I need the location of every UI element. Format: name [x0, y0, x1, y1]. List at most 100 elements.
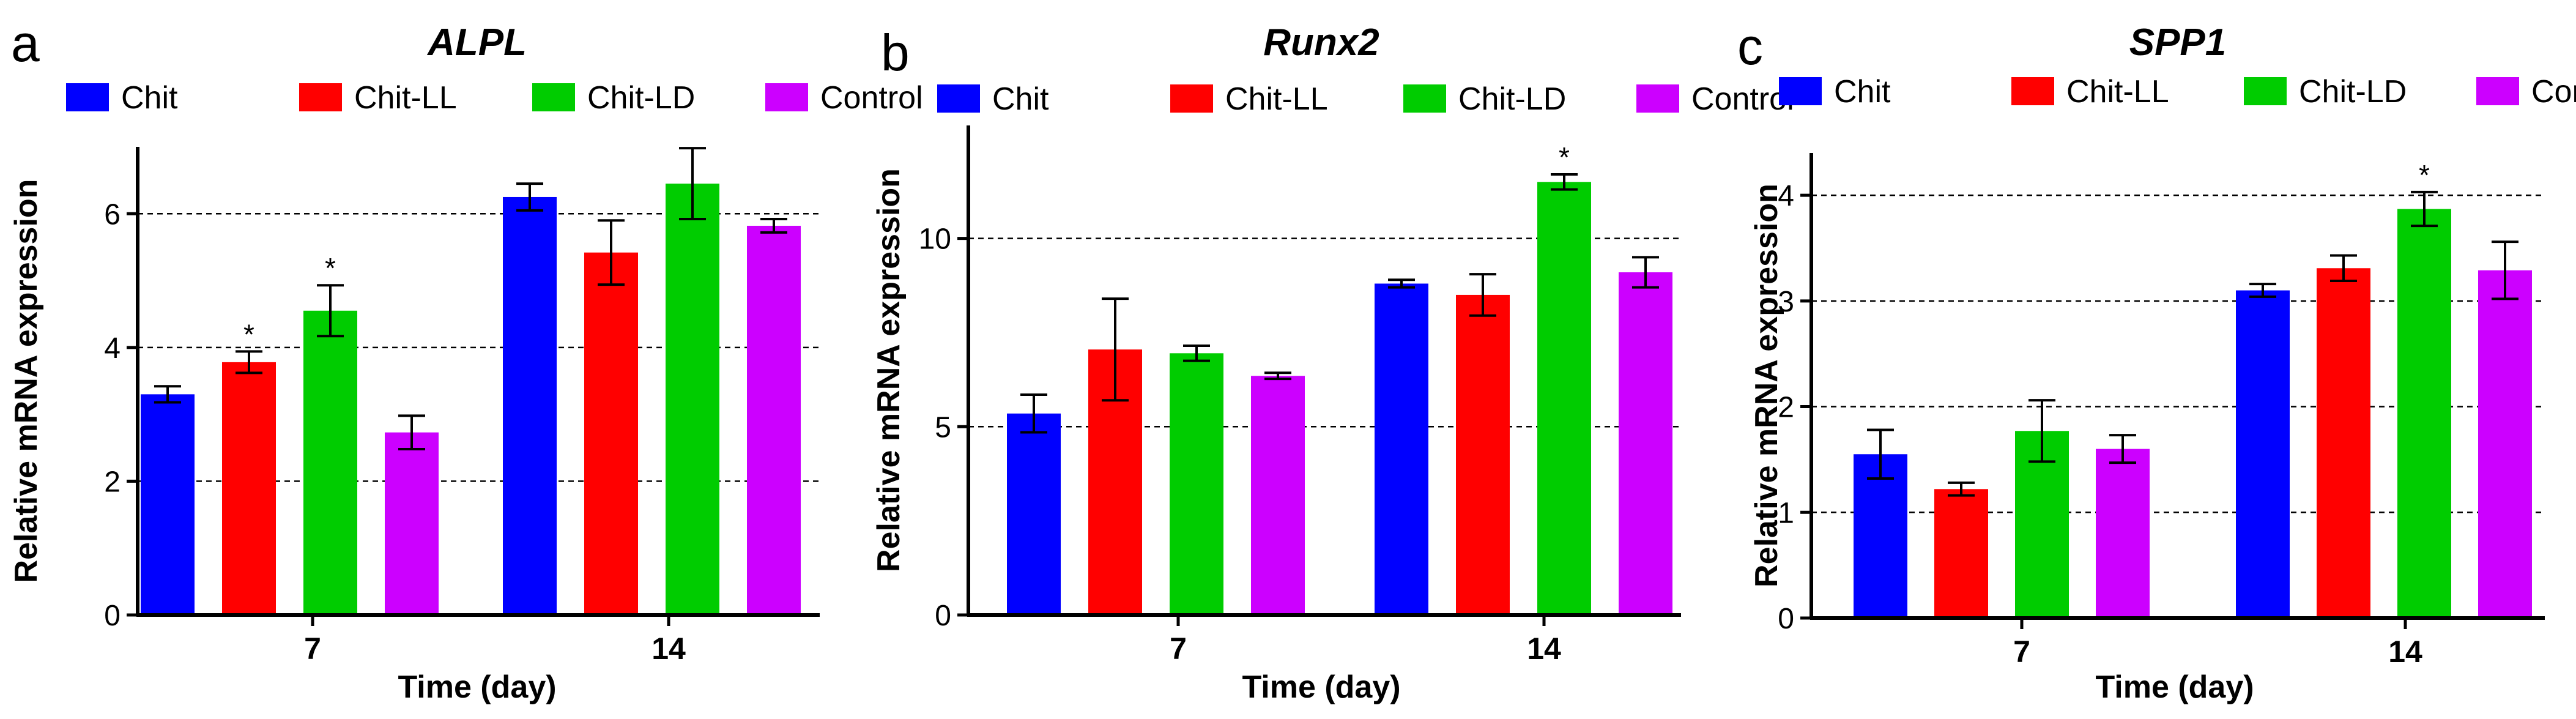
- bar-chit-ll-day7: [1934, 489, 1988, 618]
- legend-label-chit-ll: Chit-LL: [2066, 74, 2169, 110]
- y-tick-label: 4: [104, 332, 121, 365]
- error-bar-chit-ld-day14: [2411, 190, 2438, 228]
- error-bar-chit-ll-day14: [598, 219, 625, 286]
- error-bar-chit-ld-day14: [1551, 173, 1578, 191]
- y-tick-label: 0: [104, 600, 121, 632]
- legend-swatch-chit-ld: [2244, 77, 2287, 105]
- legend-label-chit: Chit: [1834, 74, 1891, 110]
- legend-label-control: Control: [1691, 81, 1794, 117]
- legend-swatch-chit-ld: [532, 83, 575, 111]
- y-axis-title: Relative mRNA expression: [1749, 184, 1784, 587]
- legend-label-chit-ll: Chit-LL: [1225, 81, 1328, 117]
- legend-swatch-chit: [937, 84, 980, 113]
- error-bar-chit-ld-day14: [679, 147, 706, 221]
- bar-chit-day7: [1007, 413, 1061, 615]
- y-tick-label: 3: [1778, 286, 1794, 318]
- legend-swatch-chit: [66, 83, 109, 111]
- x-tick-label: 7: [2013, 635, 2030, 669]
- error-bar-control-day14: [2492, 240, 2518, 300]
- legend-swatch-chit-ll: [299, 83, 342, 111]
- significance-asterisk: *: [2419, 159, 2430, 191]
- chart-panel-a: a ALPL Chit Chit-LL Chit-LD Control * * 0 2 4 6 7 14 T…: [9, 15, 923, 705]
- error-bar-chit-ld-day7: [1183, 345, 1210, 362]
- bar-chit-day7: [141, 394, 195, 615]
- legend-swatch-chit-ll: [1170, 84, 1213, 113]
- legend-swatch-chit: [1779, 77, 1822, 105]
- error-bar-chit-day14: [2249, 283, 2276, 298]
- bar-chit-ll-day14: [1456, 294, 1510, 615]
- bar-chit-ld-day7: [303, 310, 357, 615]
- significance-asterisk: *: [325, 252, 336, 284]
- panel-label: b: [881, 24, 910, 81]
- x-tick-label: 7: [304, 631, 321, 666]
- bar-chit-day14: [1375, 283, 1428, 615]
- bar-control-day7: [1251, 376, 1305, 615]
- error-bar-control-day14: [1632, 256, 1659, 289]
- chart-title: SPP1: [2129, 21, 2227, 64]
- legend-label-control: Control: [2531, 74, 2576, 110]
- error-bar-chit-day14: [1388, 278, 1415, 289]
- bar-chit-ld-day7: [1170, 353, 1223, 615]
- significance-asterisk: *: [1559, 141, 1570, 173]
- y-tick-label: 6: [104, 198, 121, 231]
- bar-chit-ll-day14: [2317, 268, 2370, 619]
- chart-panel-c: c SPP1 Chit Chit-LL Chit-LD Control * 0 1 2 3 4 7 14 T…: [1737, 18, 2576, 705]
- y-tick-label: 4: [1778, 180, 1794, 212]
- legend-label-chit: Chit: [121, 80, 178, 116]
- legend-swatch-control: [2476, 77, 2519, 105]
- legend-label-chit: Chit: [992, 81, 1049, 117]
- bar-control-day14: [747, 225, 801, 615]
- bar-control-day7: [2096, 449, 2150, 618]
- y-axis-title: Relative mRNA expression: [9, 179, 44, 583]
- legend-label-control: Control: [820, 80, 923, 116]
- error-bar-chit-ll-day14: [2330, 254, 2357, 282]
- y-tick-label: 2: [104, 466, 121, 498]
- error-bar-control-day7: [2109, 434, 2136, 464]
- legend-swatch-chit-ll: [2011, 77, 2054, 105]
- bar-chit-ld-day14: [666, 184, 719, 615]
- error-bar-chit-day7: [154, 385, 181, 404]
- y-tick-label: 2: [1778, 392, 1794, 424]
- x-tick-label: 14: [1527, 631, 1561, 666]
- error-bar-chit-ld-day7: [317, 284, 344, 338]
- legend-swatch-chit-ld: [1403, 84, 1446, 113]
- bar-chit-day14: [503, 196, 557, 615]
- error-bar-control-day7: [1264, 371, 1291, 381]
- bar-control-day14: [1619, 272, 1672, 615]
- legend-label-chit-ld: Chit-LD: [587, 80, 695, 116]
- y-tick-label: 10: [919, 223, 951, 256]
- y-tick-label: 1: [1778, 497, 1794, 529]
- error-bar-chit-day7: [1867, 428, 1894, 480]
- error-bar-chit-day7: [1020, 393, 1047, 434]
- error-bar-chit-ll-day14: [1469, 273, 1496, 317]
- bar-chit-ll-day14: [584, 252, 638, 616]
- significance-asterisk: *: [243, 318, 254, 350]
- legend-label-chit-ld: Chit-LD: [2299, 74, 2407, 110]
- legend-swatch-control: [1636, 84, 1679, 113]
- bar-chit-day14: [2236, 290, 2290, 619]
- error-bar-chit-ld-day7: [2029, 399, 2055, 463]
- bar-control-day14: [2478, 270, 2532, 618]
- y-tick-label: 5: [935, 411, 951, 444]
- error-bar-chit-ll-day7: [236, 350, 262, 374]
- y-axis-title: Relative mRNA expression: [871, 168, 907, 572]
- y-tick-label: 0: [935, 600, 951, 632]
- legend: Chit Chit-LL Chit-LD Control: [937, 81, 1794, 117]
- chart-title: ALPL: [426, 21, 527, 64]
- panel-label: a: [11, 15, 40, 72]
- panel-label: c: [1737, 18, 1763, 75]
- x-tick-label: 7: [1170, 631, 1187, 666]
- bar-chit-ld-day14: [2397, 209, 2451, 619]
- legend: Chit Chit-LL Chit-LD Control: [1779, 74, 2576, 110]
- legend: Chit Chit-LL Chit-LD Control: [66, 80, 923, 116]
- legend-label-chit-ll: Chit-LL: [354, 80, 457, 116]
- chart-title: Runx2: [1263, 21, 1379, 64]
- error-bar-chit-day14: [516, 182, 543, 212]
- x-axis-title: Time (day): [2095, 669, 2254, 705]
- bar-control-day7: [385, 432, 439, 615]
- bar-chit-ll-day7: [222, 362, 276, 615]
- x-axis-title: Time (day): [398, 669, 556, 705]
- bar-chit-day7: [1854, 454, 1907, 618]
